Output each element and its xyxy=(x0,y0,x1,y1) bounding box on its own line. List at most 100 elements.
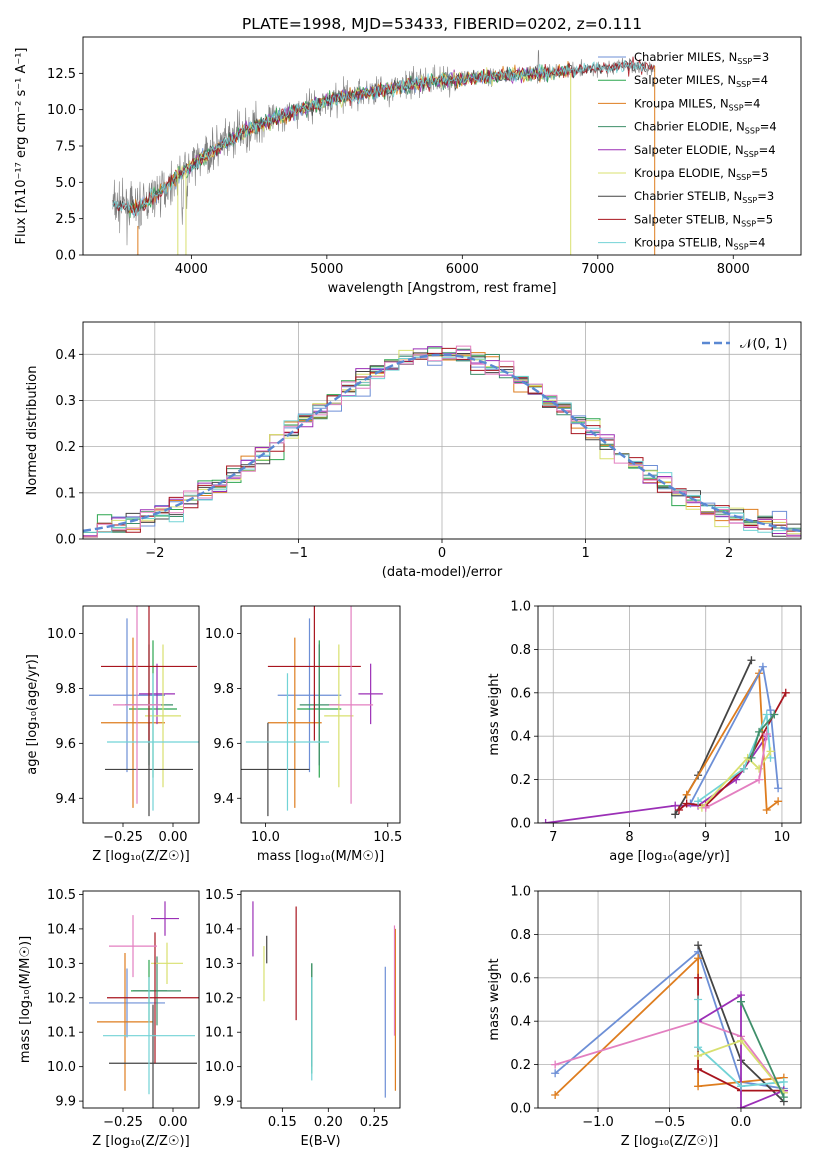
legend-label: Salpeter MILES, NSSP=4 xyxy=(634,73,768,89)
legend-label-sub: SSP xyxy=(742,196,757,205)
legend-label-sub: SSP xyxy=(744,150,759,159)
panel-age_vs_mass: 10.0 10.5 9.4 9.6 9.8 10.0 mass [log₁₀(M/M☉)] xyxy=(205,605,402,864)
y-axis-label: mass weight xyxy=(487,673,502,755)
weight-marker xyxy=(694,941,703,950)
x-tick-label: −1.0 xyxy=(582,1115,614,1130)
legend-label: Kroupa ELODIE, NSSP=5 xyxy=(634,166,768,182)
weight-line xyxy=(554,950,784,1090)
y-tick-label: 0.8 xyxy=(510,643,531,658)
spectrum-model-salpeter_elodie xyxy=(177,66,571,179)
y-tick-label: 10.0 xyxy=(47,1060,76,1075)
plot-area xyxy=(252,901,397,1098)
x-tick-label: 0.20 xyxy=(314,1115,343,1130)
weight-line xyxy=(689,664,779,804)
panel-mass_vs_Z: −0.25 0.00 9.9 10.0 10.1 10.2 10.3 10.4 10.5 Z [l… xyxy=(18,888,200,1149)
axes-frame xyxy=(82,36,802,256)
plot-area xyxy=(89,901,199,1108)
x-tick-label: −1 xyxy=(289,546,308,561)
x-axis-label: mass [log₁₀(M/M☉)] xyxy=(257,849,384,864)
y-tick-label: 1.0 xyxy=(510,600,531,615)
legend-label-tail: =5 xyxy=(756,212,773,226)
x-tick-label: 5000 xyxy=(310,262,343,277)
x-tick-label: −2 xyxy=(145,546,164,561)
weight-marker xyxy=(781,688,790,697)
y-tick-label: 10.5 xyxy=(47,888,76,903)
axes-frame xyxy=(240,605,401,824)
x-tick-label: 0.0 xyxy=(731,1115,752,1130)
weight-marker xyxy=(675,805,684,814)
x-tick-label: 2 xyxy=(725,546,733,561)
y-axis-label: Normed distribution xyxy=(25,366,40,496)
weight-marker xyxy=(694,995,703,1004)
y-tick-label: 10.4 xyxy=(205,922,234,937)
y-tick-label: 10.0 xyxy=(47,103,76,118)
weight-marker xyxy=(774,784,783,793)
plot-area xyxy=(112,49,656,255)
y-tick-label: 0.2 xyxy=(55,440,76,455)
y-axis-label: age [log₁₀(age/yr)] xyxy=(25,654,40,775)
y-tick-label: 0.0 xyxy=(510,817,531,832)
gaussian-curve xyxy=(83,353,801,533)
y-tick-label: 9.9 xyxy=(213,1095,234,1110)
weight-marker xyxy=(747,753,756,762)
weight-marker xyxy=(762,730,771,739)
y-tick-label: 10.3 xyxy=(205,957,234,972)
weight-marker xyxy=(770,710,779,719)
legend-label-tail: =3 xyxy=(757,189,774,203)
y-tick-label: 7.5 xyxy=(55,140,76,155)
spectrum-model-kroupa_stelib xyxy=(112,60,647,217)
x-tick-label: 8000 xyxy=(717,262,750,277)
weight-line xyxy=(697,714,772,803)
y-tick-label: 9.4 xyxy=(213,792,234,807)
weight-marker xyxy=(694,797,703,806)
y-tick-label: 0.4 xyxy=(510,730,531,745)
histogram-pink xyxy=(83,345,801,538)
panel-weight_vs_Z: −1.0 −0.5 0.0 0.0 0.2 0.4 0.6 0.8 1.0 Z [log₁₀(Z/… xyxy=(487,885,802,1149)
weight-line xyxy=(701,750,772,809)
spectrum-model-chabrier_stelib xyxy=(112,57,647,215)
legend-label: Salpeter STELIB, NSSP=5 xyxy=(634,212,773,228)
legend-label-text: Salpeter STELIB, N xyxy=(634,212,741,226)
spectrum-model-salpeter_stelib xyxy=(112,56,656,216)
panel-spectrum: 4000 5000 6000 7000 8000 0.0 2.5 5.0 7.5 10.0 12.5… xyxy=(14,36,802,296)
legend-label-tail: =4 xyxy=(760,120,777,134)
panel-age_vs_Z: −0.25 0.00 9.4 9.6 9.8 10.0 Z [log₁₀(Z/Z☉)] age… xyxy=(25,605,200,864)
plot-panels: 4000 5000 6000 7000 80000.02.55.07.510.012.5… xyxy=(14,36,802,1149)
legend-label-sub: SSP xyxy=(734,243,749,252)
weight-marker xyxy=(551,1069,560,1078)
weight-line xyxy=(685,670,779,812)
y-tick-label: 0.6 xyxy=(510,686,531,701)
weight-marker xyxy=(694,1043,703,1052)
legend-label-text: Chabrier ELODIE, N xyxy=(634,120,745,134)
legend-label-tail: =4 xyxy=(744,96,761,110)
y-tick-label: 0.4 xyxy=(55,348,76,363)
y-axis-label: mass [log₁₀(M/M☉)] xyxy=(18,936,33,1063)
y-tick-label: 12.5 xyxy=(47,67,76,82)
legend-label: Chabrier MILES, NSSP=3 xyxy=(634,50,769,66)
y-tick-label: 1.0 xyxy=(510,885,531,900)
x-tick-label: 10.0 xyxy=(251,830,280,845)
legend-label-text: Salpeter MILES, N xyxy=(634,73,736,87)
weight-marker xyxy=(762,805,771,814)
weight-marker xyxy=(671,801,680,810)
y-tick-label: 10.0 xyxy=(205,1060,234,1075)
weight-marker xyxy=(551,1060,560,1069)
x-tick-label: 10.5 xyxy=(373,830,402,845)
y-tick-label: 0.6 xyxy=(510,971,531,986)
weight-marker xyxy=(779,1077,788,1086)
weight-marker xyxy=(701,803,710,812)
spectrum-model-chabrier_elodie xyxy=(177,65,571,180)
x-tick-label: 1 xyxy=(581,546,589,561)
plot-area xyxy=(551,941,788,1108)
x-tick-label: −0.25 xyxy=(103,1115,143,1130)
x-axis-label: Z [log₁₀(Z/Z☉)] xyxy=(92,1134,189,1149)
axes-frame xyxy=(82,321,802,540)
axes-frame xyxy=(240,890,401,1109)
plot-area xyxy=(541,656,790,823)
spectrum-model-kroupa_miles xyxy=(128,60,571,214)
panel-mass_vs_EBV: 0.15 0.20 0.25 9.9 10.0 10.1 10.2 10.3 10.4 10.5 E… xyxy=(205,888,401,1149)
x-tick-label: −0.25 xyxy=(103,830,143,845)
legend-label-tail: =3 xyxy=(752,50,769,64)
legend-label-tail: =4 xyxy=(751,73,768,87)
y-tick-label: 0.8 xyxy=(510,928,531,943)
